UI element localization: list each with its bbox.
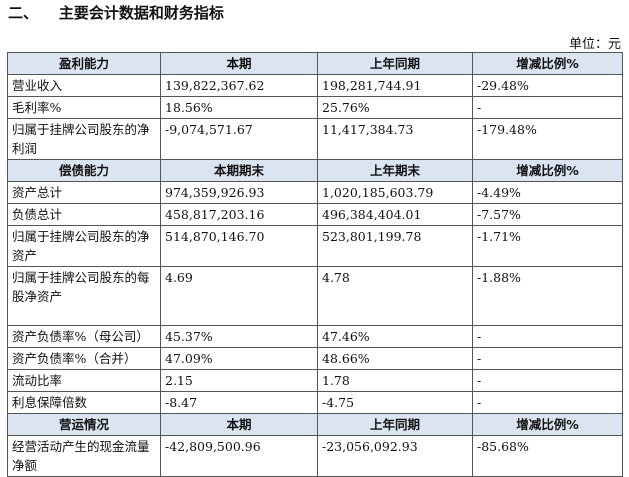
value-cell: 2.15 (160, 369, 318, 392)
header-row: 营运情况 本期 上年同期 增减比例% (7, 413, 623, 436)
section-title: 二、 主要会计数据和财务指标 (8, 4, 224, 22)
value-cell: 25.76% (317, 96, 473, 119)
label-cell: 经营活动产生的现金流量净额 (7, 435, 161, 477)
data-row: 归属于挂牌公司股东的净利润 -9,074,571.67 11,417,384.73-… (7, 118, 623, 160)
label-cell: 资产负债率%（合并） (7, 347, 161, 370)
unit-label: 单位：元 (568, 37, 621, 52)
value-cell: 48.66% (317, 347, 473, 370)
value-cell: 139,822,367.62 (160, 74, 318, 97)
value-cell: - (472, 325, 623, 348)
header-cell: 上年同期 (317, 413, 473, 436)
value-cell: - (472, 369, 623, 392)
value-cell: -85.68% (472, 435, 623, 477)
label-cell: 利息保障倍数 (7, 391, 161, 414)
value-cell: 514,870,146.70 (160, 225, 318, 267)
value-cell: - (472, 391, 623, 414)
value-cell: -179.48% (472, 118, 623, 160)
data-row: 归属于挂牌公司股东的每股净资产 4.69 4.78 -1.88% (7, 266, 623, 326)
value-cell: 523,801,199.78 (317, 225, 473, 267)
data-row: 资产负债率%（母公司） 45.37% 47.46% - (7, 325, 623, 348)
value-cell: 198,281,744.91 (317, 74, 473, 97)
data-row: 归属于挂牌公司股东的净资产 514,870,146.70 523,801,199.7… (7, 225, 623, 267)
header-cell: 增减比例% (472, 413, 623, 436)
data-row: 资产总计 974,359,926.93 1,020,185,603.79 -4.49% (7, 181, 623, 204)
data-row: 流动比率 2.15 1.78- (7, 369, 623, 392)
value-cell: 47.09% (160, 347, 318, 370)
value-cell: 496,384,404.01 (317, 203, 473, 226)
header-cell: 营运情况 (7, 413, 161, 436)
label-cell: 流动比率 (7, 369, 161, 392)
header-row: 盈利能力 本期 上年同期 增减比例% (7, 52, 623, 75)
label-cell: 毛利率% (7, 96, 161, 119)
header-cell: 增减比例% (472, 52, 623, 75)
data-row: 负债总计 458,817,203.16 496,384,404.01 -7.57% (7, 203, 623, 226)
label-cell: 归属于挂牌公司股东的净利润 (7, 118, 161, 160)
value-cell: -9,074,571.67 (160, 118, 318, 160)
header-cell: 盈利能力 (7, 52, 161, 75)
value-cell: - (472, 347, 623, 370)
page: 二、 主要会计数据和财务指标 单位：元 盈利能力 本期 上年同期 增减比例% 营业收入 1… (7, 4, 623, 477)
label-cell: 归属于挂牌公司股东的净资产 (7, 225, 161, 267)
header-cell: 本期 (160, 52, 318, 75)
header-cell: 上年期末 (317, 159, 473, 182)
label-cell: 资产负债率%（母公司） (7, 325, 161, 348)
data-row: 营业收入 139,822,367.62 198,281,744.91 -29.48% (7, 74, 623, 97)
data-row: 经营活动产生的现金流量净额 -42,809,500.96 -23,056,092.9… (7, 435, 623, 477)
header-cell: 上年同期 (317, 52, 473, 75)
header-row: 偿债能力 本期期末 上年期末 增减比例% (7, 159, 623, 182)
financial-table: 盈利能力 本期 上年同期 增减比例% 营业收入 139,822,367.62 198,281… (7, 52, 623, 477)
value-cell: -8.47 (160, 391, 318, 414)
label-cell: 负债总计 (7, 203, 161, 226)
value-cell: -1.71% (472, 225, 623, 267)
value-cell: -4.75 (317, 391, 473, 414)
value-cell: -29.48% (472, 74, 623, 97)
header-cell: 本期 (160, 413, 318, 436)
value-cell: 4.69 (160, 266, 318, 326)
value-cell: 4.78 (317, 266, 473, 326)
header-cell: 本期期末 (160, 159, 318, 182)
value-cell: 458,817,203.16 (160, 203, 318, 226)
label-cell: 营业收入 (7, 74, 161, 97)
value-cell: -23,056,092.93 (317, 435, 473, 477)
value-cell: 47.46% (317, 325, 473, 348)
value-cell: 1.78 (317, 369, 473, 392)
data-row: 毛利率% 18.56% 25.76% - (7, 96, 623, 119)
value-cell: -42,809,500.96 (160, 435, 318, 477)
value-cell: 1,020,185,603.79 (317, 181, 473, 204)
header-cell: 偿债能力 (7, 159, 161, 182)
label-cell: 归属于挂牌公司股东的每股净资产 (7, 266, 161, 326)
value-cell: 974,359,926.93 (160, 181, 318, 204)
data-row: 利息保障倍数 -8.47 -4.75- (7, 391, 623, 414)
value-cell: 45.37% (160, 325, 318, 348)
value-cell: -7.57% (472, 203, 623, 226)
value-cell: -4.49% (472, 181, 623, 204)
value-cell: -1.88% (472, 266, 623, 326)
value-cell: - (472, 96, 623, 119)
header-cell: 增减比例% (472, 159, 623, 182)
value-cell: 11,417,384.73 (317, 118, 473, 160)
label-cell: 资产总计 (7, 181, 161, 204)
data-row: 资产负债率%（合并） 47.09% 48.66% - (7, 347, 623, 370)
value-cell: 18.56% (160, 96, 318, 119)
